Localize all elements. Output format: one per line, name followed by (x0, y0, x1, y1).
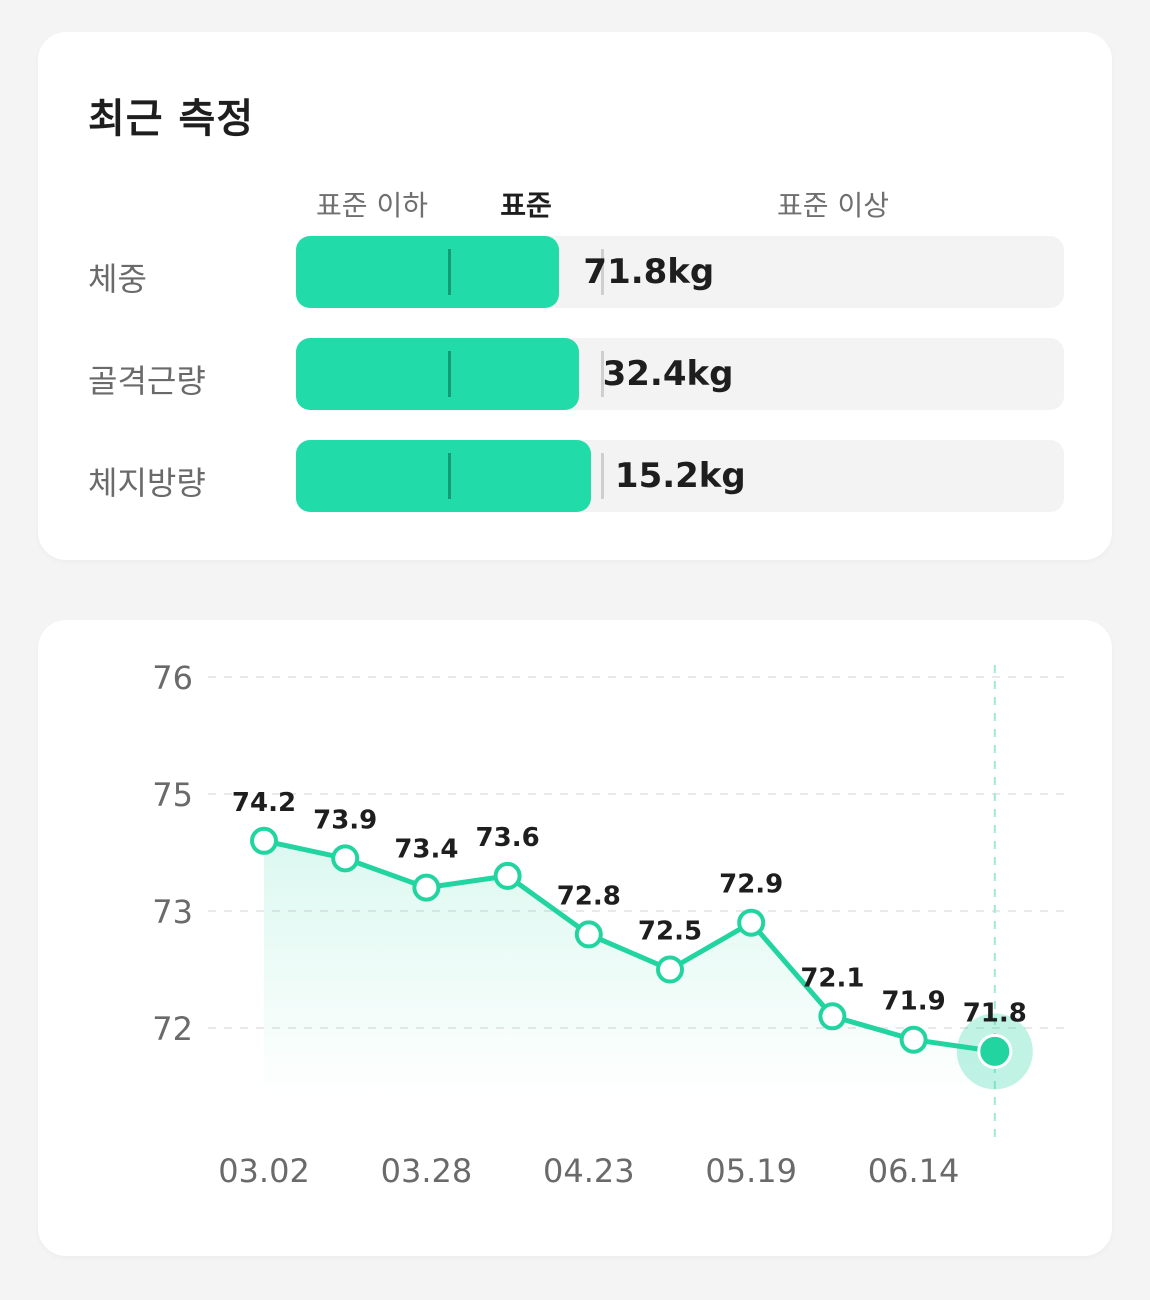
recent-measurement-card: 최근 측정 표준 이하 표준 표준 이상 체중 71.8kg 골격근량 32.4… (38, 32, 1112, 560)
x-tick-label: 05.19 (705, 1152, 797, 1190)
data-label: 72.8 (557, 881, 621, 911)
metric-row-body-fat[interactable]: 체지방량 15.2kg (38, 440, 1112, 512)
card-title: 최근 측정 (88, 96, 255, 142)
metric-track: 32.4kg (296, 338, 1064, 410)
data-point[interactable] (818, 1002, 847, 1031)
data-label: 74.2 (232, 788, 296, 818)
data-label: 72.5 (638, 917, 702, 947)
y-tick-label: 76 (152, 659, 193, 697)
data-point[interactable] (493, 861, 522, 890)
data-point[interactable] (656, 955, 684, 984)
standard-low-marker (448, 453, 451, 499)
metric-fill-bar (296, 440, 591, 512)
x-tick-label: 03.28 (381, 1152, 473, 1190)
data-label: 72.1 (800, 963, 864, 993)
metric-fill-bar (296, 236, 560, 308)
metric-label: 골격근량 (88, 362, 206, 400)
series-line (261, 838, 998, 1054)
data-point[interactable] (250, 826, 278, 855)
data-label: 73.6 (476, 823, 540, 853)
data-label: 72.9 (719, 870, 783, 900)
x-tick-label: 04.23 (543, 1152, 635, 1190)
standard-low-marker (448, 249, 451, 295)
standard-high-marker (601, 351, 604, 397)
data-point[interactable] (412, 873, 441, 902)
range-label-standard: 표준 (500, 189, 552, 222)
metric-value: 71.8kg (583, 252, 715, 292)
metric-fill-bar (296, 338, 579, 410)
range-label-below: 표준 이하 (316, 189, 428, 222)
data-point[interactable] (737, 908, 766, 937)
y-tick-label: 72 (152, 1010, 193, 1048)
data-label: 71.9 (882, 987, 946, 1017)
series-area (264, 840, 995, 1098)
metric-value: 15.2kg (614, 456, 746, 496)
data-point[interactable] (899, 1025, 928, 1054)
metric-label: 체지방량 (88, 464, 206, 502)
metric-row-skeletal-muscle[interactable]: 골격근량 32.4kg (38, 338, 1112, 410)
metric-value: 32.4kg (602, 354, 734, 394)
data-point[interactable] (574, 920, 603, 949)
metric-label: 체중 (88, 260, 147, 298)
weight-trend-card: 74.2 73.9 73.4 73.6 72.8 72.5 72.9 72.1 71.9 71.8… (38, 620, 1112, 1256)
y-tick-label: 73 (152, 893, 193, 931)
range-label-above: 표준 이상 (777, 189, 889, 222)
standard-low-marker (448, 351, 451, 397)
x-tick-label: 03.02 (218, 1152, 310, 1190)
data-label: 73.4 (394, 835, 458, 865)
metric-row-weight[interactable]: 체중 71.8kg (38, 236, 1112, 308)
latest-data-point[interactable] (977, 1033, 1013, 1069)
metric-track: 71.8kg (296, 236, 1064, 308)
y-tick-label: 75 (152, 776, 193, 814)
weight-trend-chart[interactable]: 74.2 73.9 73.4 73.6 72.8 72.5 72.9 72.1 71.9 71.8… (38, 620, 1112, 1256)
data-point[interactable] (331, 844, 360, 873)
data-label: 71.8 (963, 998, 1027, 1028)
data-label: 73.9 (313, 805, 377, 835)
x-tick-label: 06.14 (868, 1152, 960, 1190)
standard-high-marker (601, 453, 604, 499)
standard-high-marker (601, 249, 604, 295)
metric-track: 15.2kg (296, 440, 1064, 512)
